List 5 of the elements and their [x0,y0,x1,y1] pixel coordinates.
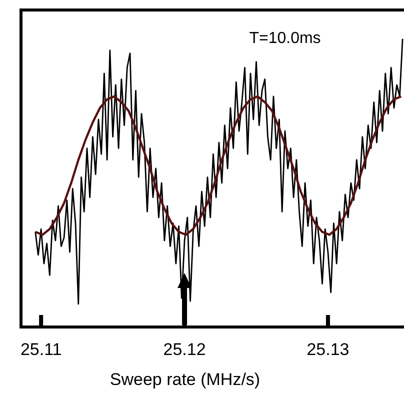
x-tick-label: 25.11 [20,340,62,359]
x-tick-label: 25.13 [306,340,350,359]
x-axis-title: Sweep rate (MHz/s) [110,370,260,389]
annotation: T=10.0ms [249,30,321,47]
x-tick-label: 25.12 [163,340,206,359]
